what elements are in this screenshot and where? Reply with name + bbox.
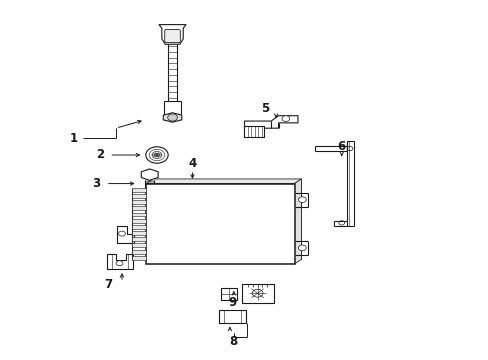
Text: 9: 9 [228,296,236,309]
Bar [244,126,264,137]
Bar [131,237,146,241]
Bar [242,284,273,303]
Text: 5: 5 [261,102,269,115]
Bar [131,225,146,229]
Text: 2: 2 [96,148,104,162]
Bar [131,256,146,260]
Circle shape [116,261,122,266]
Bar [131,206,146,210]
Bar [131,231,146,235]
Text: 8: 8 [229,335,238,348]
Polygon shape [294,179,301,264]
Circle shape [145,147,168,163]
Polygon shape [141,169,158,180]
Polygon shape [163,113,182,122]
Polygon shape [146,179,301,184]
FancyBboxPatch shape [164,30,180,42]
Circle shape [282,116,289,121]
Bar [146,184,294,264]
Bar [131,249,146,253]
Bar [131,212,146,216]
Bar [131,219,146,222]
Bar [131,243,146,247]
Circle shape [167,114,177,121]
Bar [131,200,146,204]
Bar [153,179,301,259]
Bar [131,194,146,198]
Circle shape [298,197,305,203]
Polygon shape [159,24,186,44]
Bar [221,288,237,300]
Text: 4: 4 [188,157,196,170]
Text: 3: 3 [92,177,100,190]
Polygon shape [107,253,132,269]
Text: 1: 1 [69,132,77,145]
Text: 7: 7 [104,278,112,291]
Circle shape [252,289,263,297]
Circle shape [346,147,352,151]
Circle shape [338,221,344,225]
Bar [131,188,146,192]
Polygon shape [117,226,134,243]
Bar [219,310,245,323]
Circle shape [298,245,305,251]
Text: 6: 6 [337,140,345,153]
Circle shape [118,231,125,236]
Polygon shape [244,116,297,128]
